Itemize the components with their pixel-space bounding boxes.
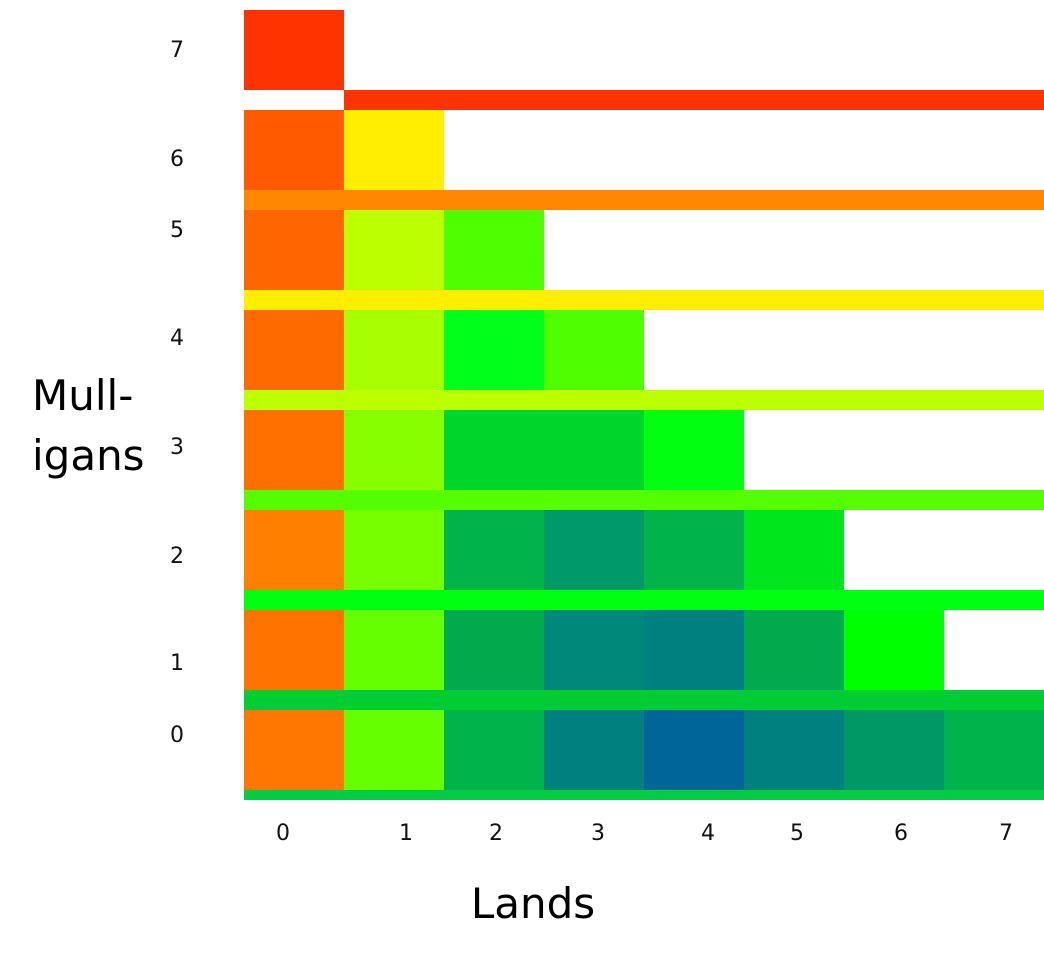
separator-bar-2-3: [244, 490, 1044, 510]
heatmap-cell-m5-l0: [244, 210, 344, 290]
heatmap-cell-m2-l2: [444, 510, 544, 590]
y-tick-label: 0: [170, 723, 184, 748]
heatmap-cell-m2-l3: [544, 510, 644, 590]
heatmap-cell-m0-l6: [844, 710, 944, 790]
x-tick-label: 3: [591, 821, 605, 846]
heatmap-cell-m1-l3: [544, 610, 644, 690]
heatmap-cell-m1-l2: [444, 610, 544, 690]
heatmap-cell-m1-l4: [644, 610, 744, 690]
y-tick-label: 2: [170, 544, 184, 569]
y-tick-label: 7: [170, 38, 184, 63]
separator-bars: [244, 90, 1044, 800]
separator-bar-4-5: [244, 290, 1044, 310]
heatmap-cell-m4-l2: [444, 310, 544, 390]
heatmap-cell-m1-l0: [244, 610, 344, 690]
heatmap-cell-m2-l0: [244, 510, 344, 590]
heatmap-cell-m0-l0: [244, 710, 344, 790]
y-axis-title-line-1: Mull-: [32, 371, 133, 420]
separator-bar-5-6: [244, 190, 1044, 210]
heatmap-cell-m1-l6: [844, 610, 944, 690]
heatmap-cell-m7-l0: [244, 10, 344, 90]
heatmap-cell-m2-l5: [744, 510, 844, 590]
heatmap-cell-m0-l2: [444, 710, 544, 790]
heatmap-cell-m3-l3: [544, 410, 644, 490]
heatmap-cell-m4-l1: [344, 310, 444, 390]
heatmap-cell-m2-l1: [344, 510, 444, 590]
x-tick-label: 7: [999, 821, 1013, 846]
heatmap-cells: [244, 10, 1044, 790]
heatmap-cell-m3-l4: [644, 410, 744, 490]
x-tick-label: 0: [276, 821, 290, 846]
separator-bar-0-1: [244, 690, 1044, 710]
x-tick-label: 1: [399, 821, 413, 846]
y-tick-label: 3: [170, 435, 184, 460]
y-axis-title-line-2: igans: [32, 431, 145, 480]
heatmap-cell-m6-l0: [244, 110, 344, 190]
y-tick-label: 1: [170, 651, 184, 676]
x-axis-ticks: 0 1 2 3 4 5 6 7: [276, 821, 1013, 846]
heatmap-cell-m4-l0: [244, 310, 344, 390]
y-tick-label: 6: [170, 147, 184, 172]
heatmap-cell-m1-l1: [344, 610, 444, 690]
y-tick-label: 4: [170, 326, 184, 351]
heatmap-cell-m0-l3: [544, 710, 644, 790]
heatmap-cell-m6-l1: [344, 110, 444, 190]
heatmap-cell-m0-l5: [744, 710, 844, 790]
heatmap-cell-m3-l2: [444, 410, 544, 490]
heatmap-cell-m0-l7: [944, 710, 1044, 790]
x-tick-label: 4: [701, 821, 715, 846]
heatmap-cell-m3-l1: [344, 410, 444, 490]
separator-bar-3-4: [244, 390, 1044, 410]
y-tick-label: 5: [170, 218, 184, 243]
x-tick-label: 5: [790, 821, 804, 846]
heatmap-cell-m2-l4: [644, 510, 744, 590]
separator-bar-6-7: [344, 90, 1044, 110]
heatmap-cell-m0-l1: [344, 710, 444, 790]
heatmap-cell-m1-l5: [744, 610, 844, 690]
x-axis-title: Lands: [471, 879, 595, 928]
y-axis-ticks: 0 1 2 3 4 5 6 7: [170, 38, 184, 748]
x-tick-label: 2: [489, 821, 503, 846]
x-tick-label: 6: [894, 821, 908, 846]
separator-bar-1-2: [244, 590, 1044, 610]
separator-bar-below-0: [244, 790, 1044, 800]
heatmap-cell-m4-l3: [544, 310, 644, 390]
heatmap-cell-m0-l4: [644, 710, 744, 790]
heatmap-cell-m5-l2: [444, 210, 544, 290]
heatmap-cell-m5-l1: [344, 210, 444, 290]
heatmap-cell-m3-l0: [244, 410, 344, 490]
